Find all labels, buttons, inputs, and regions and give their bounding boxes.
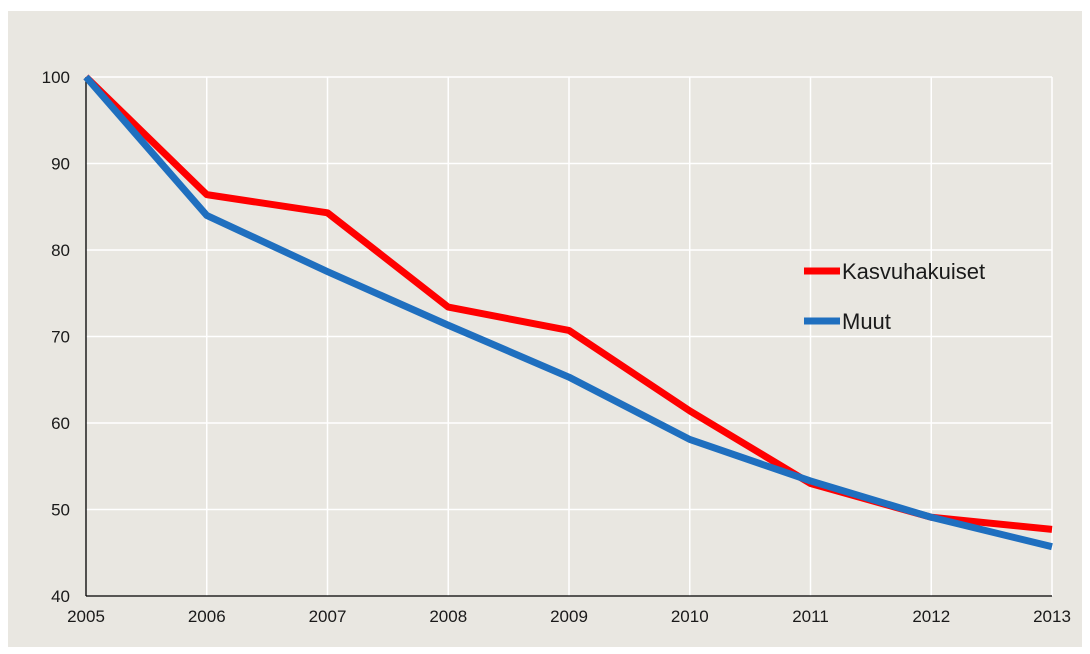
y-tick-label: 90 — [51, 155, 70, 174]
legend-label: Kasvuhakuiset — [842, 259, 985, 284]
x-tick-label: 2006 — [188, 607, 226, 626]
x-tick-label: 2013 — [1033, 607, 1071, 626]
x-tick-label: 2009 — [550, 607, 588, 626]
y-tick-label: 50 — [51, 501, 70, 520]
legend-label: Muut — [842, 309, 891, 334]
x-tick-label: 2011 — [792, 607, 829, 626]
x-tick-label: 2005 — [67, 607, 105, 626]
x-tick-label: 2012 — [912, 607, 950, 626]
gridlines — [86, 76, 1053, 596]
y-tick-label: 60 — [51, 414, 70, 433]
series-lines — [83, 74, 1053, 551]
y-tick-label: 100 — [42, 68, 70, 87]
tick-labels: 40 50 60 70 80 90 100 2005 2006 2007 2008 2009 2010 2… — [42, 68, 1071, 626]
x-tick-label: 2010 — [671, 607, 709, 626]
y-tick-label: 70 — [51, 328, 70, 347]
x-tick-label: 2008 — [429, 607, 467, 626]
axes — [85, 77, 1052, 597]
y-tick-label: 80 — [51, 241, 70, 260]
y-tick-label: 40 — [51, 587, 70, 606]
legend: Kasvuhakuiset Muut — [804, 259, 985, 334]
x-tick-label: 2007 — [309, 607, 347, 626]
